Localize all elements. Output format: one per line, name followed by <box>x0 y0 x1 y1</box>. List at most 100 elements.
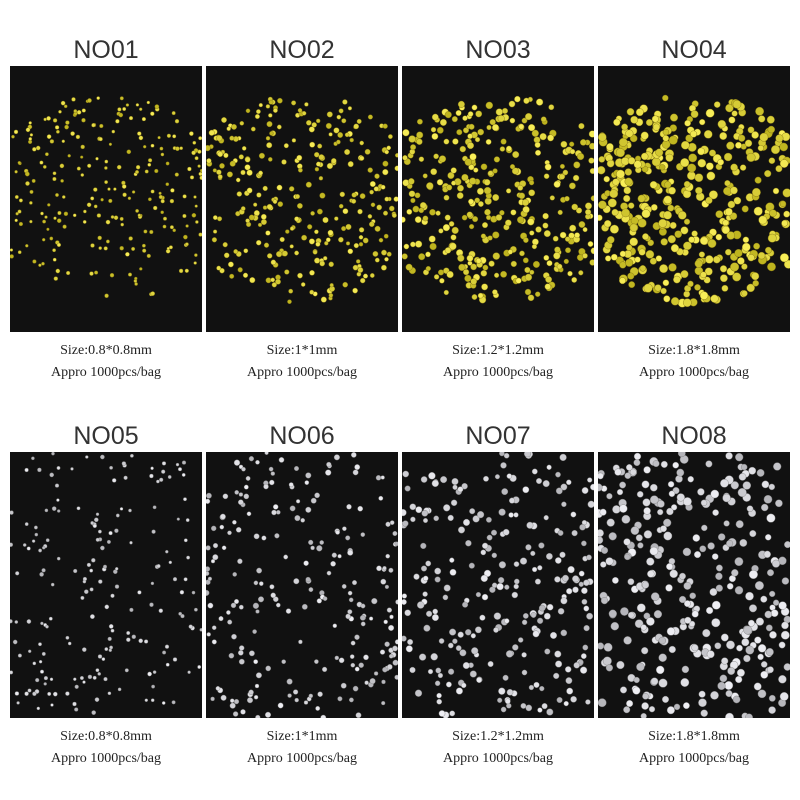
bead <box>258 596 265 603</box>
bead <box>730 163 738 172</box>
bead <box>732 272 742 282</box>
bead <box>515 277 522 284</box>
bead <box>719 132 728 140</box>
bead <box>72 701 77 707</box>
bead <box>379 649 386 655</box>
bead <box>27 688 32 693</box>
bead <box>223 252 230 259</box>
bead <box>615 148 625 158</box>
bead <box>271 509 277 516</box>
bead <box>219 267 225 274</box>
bead <box>779 159 789 168</box>
bead <box>462 601 469 608</box>
bead <box>692 534 701 542</box>
bead <box>198 232 202 237</box>
bead <box>288 482 294 488</box>
bead <box>668 135 678 145</box>
bead <box>54 125 60 130</box>
bead <box>308 238 315 245</box>
bead <box>535 478 542 485</box>
bead <box>624 177 633 186</box>
bead <box>340 682 347 689</box>
bead <box>560 629 568 637</box>
bead <box>489 118 496 126</box>
bead <box>113 187 117 191</box>
bead <box>37 467 42 473</box>
bead <box>748 604 757 613</box>
bead <box>673 703 681 711</box>
bead <box>291 138 297 143</box>
bead <box>428 235 436 243</box>
bead <box>356 118 362 124</box>
bead <box>351 192 357 198</box>
bead <box>194 204 198 208</box>
bead <box>325 122 332 129</box>
bead <box>297 202 303 209</box>
bead <box>248 456 255 462</box>
bead <box>333 127 340 134</box>
bead <box>737 488 747 498</box>
bead <box>769 209 777 217</box>
bead <box>410 197 416 204</box>
bead <box>289 505 296 512</box>
bead <box>10 619 13 624</box>
bead <box>187 670 191 674</box>
bead <box>80 595 85 600</box>
bead <box>627 157 636 165</box>
bead <box>770 609 779 617</box>
bead <box>46 134 52 139</box>
bead <box>256 109 261 114</box>
bead <box>268 157 273 162</box>
bead <box>636 603 646 613</box>
bead <box>199 175 202 180</box>
bead <box>629 223 638 232</box>
bead <box>421 510 429 517</box>
bead <box>206 145 211 152</box>
bead <box>559 231 567 239</box>
bead <box>481 222 488 229</box>
bead <box>779 692 789 701</box>
bead <box>150 581 155 586</box>
bead <box>414 689 423 697</box>
bead <box>485 214 492 221</box>
bead <box>578 122 585 130</box>
bead <box>587 500 594 508</box>
bead <box>470 633 476 639</box>
bead <box>658 653 667 662</box>
bead <box>162 216 167 221</box>
bead <box>646 557 655 566</box>
bead <box>131 246 136 251</box>
bead <box>476 510 485 519</box>
bead <box>11 134 15 139</box>
bead <box>189 175 195 180</box>
bead <box>24 467 29 473</box>
bead <box>32 661 37 666</box>
bead <box>738 473 747 481</box>
bead <box>244 164 251 171</box>
bead <box>342 99 348 105</box>
bead <box>294 250 300 256</box>
bead <box>557 530 564 536</box>
bead <box>751 272 760 281</box>
bead <box>764 246 772 254</box>
bead <box>388 653 394 659</box>
bead <box>62 224 67 229</box>
bead <box>523 237 529 243</box>
bead <box>469 508 476 515</box>
bead <box>382 210 388 216</box>
bead <box>579 139 587 146</box>
bead <box>433 515 440 522</box>
bead <box>669 569 678 579</box>
bead <box>565 247 571 254</box>
bead <box>165 549 169 554</box>
bead <box>620 686 628 694</box>
bead <box>614 468 622 476</box>
bead <box>452 638 458 644</box>
bead <box>697 158 707 168</box>
bead <box>600 597 609 605</box>
bead <box>599 508 607 516</box>
bead <box>189 131 194 136</box>
bead <box>50 703 54 707</box>
bead <box>484 208 491 216</box>
bead <box>717 533 726 541</box>
